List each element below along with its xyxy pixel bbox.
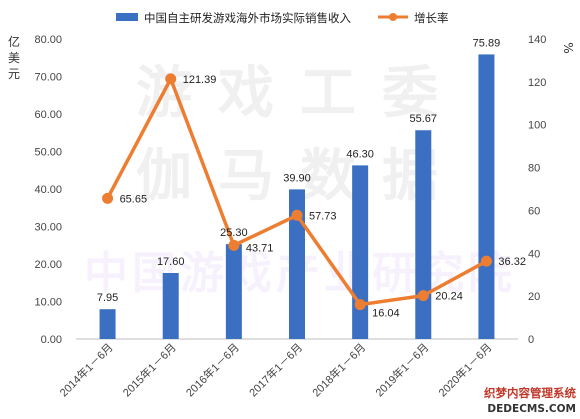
y-right-title-char: % <box>561 42 575 53</box>
bar <box>162 273 179 339</box>
bar-data-label: 46.30 <box>346 148 374 160</box>
y-left-tick-label: 70.00 <box>34 72 62 84</box>
bar-data-label: 55.67 <box>410 113 438 125</box>
watermark-line-2: 伽马数据 <box>136 144 464 209</box>
line-data-label: 36.32 <box>498 256 526 268</box>
growth-point <box>417 290 429 302</box>
y-right-tick-label: 120 <box>528 77 546 89</box>
bar-data-label: 75.89 <box>473 37 501 49</box>
y-left-tick-label: 80.00 <box>34 34 62 46</box>
legend-bar-swatch <box>116 13 138 21</box>
y-left-title: 亿美元 <box>8 34 20 81</box>
y-left-title-char: 元 <box>8 67 20 81</box>
y-right-tick-label: 140 <box>528 34 546 46</box>
line-data-label: 16.04 <box>372 308 400 320</box>
bar <box>289 189 305 339</box>
x-tick-label: 2015年1－6月 <box>120 340 179 399</box>
y-left-tick-label: 0.00 <box>41 334 62 346</box>
bar-data-label: 7.95 <box>97 292 118 304</box>
line-series <box>102 73 492 311</box>
legend-line-marker <box>389 13 397 21</box>
bar-data-label: 39.90 <box>283 172 311 184</box>
bar <box>415 130 432 339</box>
growth-point <box>102 192 114 204</box>
y-right-tick-label: 20 <box>528 291 540 303</box>
growth-point <box>228 239 240 251</box>
line-data-label: 20.24 <box>435 291 463 303</box>
bar <box>352 165 369 339</box>
bar-data-label: 17.60 <box>157 256 185 268</box>
y-right-tick-label: 100 <box>528 120 546 132</box>
growth-point <box>165 73 177 85</box>
y-left-title-char: 美 <box>8 51 20 65</box>
y-left-tick-label: 60.00 <box>34 109 62 121</box>
x-tick-label: 2017年1－6月 <box>246 340 305 399</box>
bar <box>478 54 495 339</box>
y-left-tick-label: 50.00 <box>34 147 62 159</box>
y-left-ticks: 0.00 10.00 20.00 30.00 40.00 50.00 60.00 70.00 8… <box>34 34 62 346</box>
growth-point <box>354 299 366 311</box>
y-left-title-char: 亿 <box>8 34 20 49</box>
badge-bg <box>470 376 580 419</box>
growth-point <box>291 209 303 221</box>
y-right-title: % <box>561 42 575 53</box>
x-tick-label: 2016年1－6月 <box>183 340 242 399</box>
bar <box>225 244 242 339</box>
x-tick-label: 2014年1－6月 <box>56 340 115 399</box>
line-data-label: 121.39 <box>183 74 217 86</box>
y-right-tick-label: 0 <box>528 334 534 346</box>
x-tick-label: 2019年1－6月 <box>372 340 431 399</box>
line-data-labels: 65.65 121.39 43.71 57.73 16.04 20.24 36.32 <box>120 74 526 320</box>
bar-data-labels: 7.95 17.60 25.30 39.90 46.30 55.67 75.89 <box>97 37 500 304</box>
legend-bar-label: 中国自主研发游戏海外市场实际销售收入 <box>144 11 351 25</box>
y-left-tick-label: 30.00 <box>34 222 62 234</box>
badge-line-2: DEDECMS.COM <box>487 403 576 415</box>
y-right-tick-label: 40 <box>528 248 540 260</box>
line-data-label: 57.73 <box>309 210 337 222</box>
bar <box>99 309 116 339</box>
line-data-label: 43.71 <box>246 242 274 254</box>
line-data-label: 65.65 <box>120 193 148 205</box>
y-right-tick-label: 60 <box>528 205 540 217</box>
legend-line-label: 增长率 <box>414 11 449 25</box>
x-ticks: 2014年1－6月 2015年1－6月 2016年1－6月 2017年1－6月 2018… <box>56 340 494 399</box>
y-left-tick-label: 10.00 <box>34 297 62 309</box>
bar-series <box>99 54 495 339</box>
corner-badge: 织梦内容管理系统 DEDECMS.COM <box>470 376 580 419</box>
y-right-ticks: 0 20 40 60 80 100 120 140 <box>528 34 546 346</box>
growth-point <box>480 255 492 267</box>
y-left-tick-label: 20.00 <box>34 259 62 271</box>
y-left-tick-label: 40.00 <box>34 184 62 196</box>
badge-line-1: 织梦内容管理系统 <box>484 386 576 400</box>
watermark: 游戏工委 伽马数据 中国游戏产业研究院 <box>84 61 512 299</box>
bar-data-label: 25.30 <box>220 227 248 239</box>
x-tick-label: 2018年1－6月 <box>309 340 368 399</box>
y-right-tick-label: 80 <box>528 163 540 175</box>
legend: 中国自主研发游戏海外市场实际销售收入 增长率 <box>116 11 449 25</box>
